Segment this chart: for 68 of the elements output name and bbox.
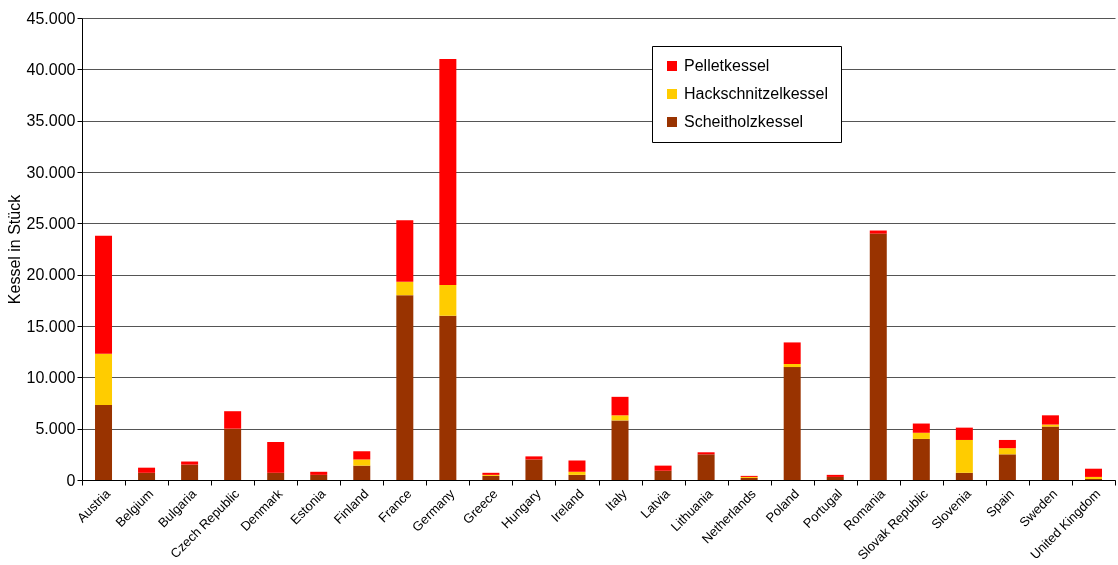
- bar: [568, 474, 586, 480]
- bar: [439, 284, 457, 316]
- bar: [267, 472, 285, 480]
- bar: [525, 459, 543, 480]
- bar: [568, 460, 586, 472]
- bar: [568, 471, 586, 475]
- bar: [396, 295, 414, 480]
- bar: [267, 442, 285, 473]
- bar: [1041, 415, 1059, 425]
- legend-label: Hackschnitzelkessel: [684, 85, 829, 102]
- bar: [310, 474, 328, 480]
- bar: [998, 454, 1016, 480]
- legend-label: Scheitholzkessel: [684, 113, 804, 130]
- bar: [869, 233, 887, 480]
- bar: [611, 420, 629, 480]
- bar: [998, 448, 1016, 455]
- y-axis-title: Kessel in Stück: [5, 193, 23, 305]
- y-tick-label: 10.000: [26, 368, 76, 386]
- bar: [353, 459, 371, 466]
- bar: [353, 451, 371, 460]
- bar: [912, 432, 930, 439]
- bar: [955, 427, 973, 440]
- bar: [611, 415, 629, 421]
- bar: [95, 235, 113, 354]
- bar: [1084, 468, 1102, 477]
- y-tick-label: 5.000: [35, 420, 76, 438]
- bar: [783, 342, 801, 364]
- bar: [955, 472, 973, 480]
- bar: [783, 363, 801, 368]
- bar: [654, 470, 672, 480]
- bar: [353, 465, 371, 480]
- bar: [912, 438, 930, 480]
- bar: [181, 464, 199, 480]
- y-tick-label: 40.000: [26, 60, 76, 78]
- bar: [869, 230, 887, 234]
- y-tick-label: 0: [66, 471, 76, 489]
- bar: [138, 472, 156, 480]
- y-tick-label: 45.000: [26, 9, 76, 27]
- bar: [95, 405, 113, 480]
- bar: [654, 465, 672, 471]
- x-tick-label: Italy: [602, 485, 631, 514]
- bar: [95, 353, 113, 406]
- y-tick-label: 35.000: [26, 112, 76, 130]
- y-tick-label: 20.000: [26, 266, 76, 284]
- bar: [224, 411, 242, 429]
- bar: [396, 220, 414, 282]
- bar: [912, 423, 930, 433]
- bar: [998, 439, 1016, 449]
- bar: [396, 281, 414, 296]
- bar: [1041, 424, 1059, 427]
- bar: [697, 452, 715, 455]
- y-tick-label: 25.000: [26, 214, 76, 232]
- y-tick-label: 15.000: [26, 317, 76, 335]
- bar: [955, 439, 973, 473]
- bar: [439, 59, 457, 285]
- bar: [482, 475, 500, 480]
- bar: [697, 454, 715, 480]
- bar: [138, 467, 156, 473]
- bar: [181, 461, 199, 465]
- bar: [224, 428, 242, 480]
- bar: [439, 315, 457, 480]
- bar: [611, 396, 629, 416]
- bar: [525, 456, 543, 460]
- y-tick-label: 30.000: [26, 163, 76, 181]
- bar: [1041, 426, 1059, 480]
- bar: [783, 367, 801, 480]
- bar: [310, 471, 328, 475]
- legend-label: Pelletkessel: [684, 57, 770, 74]
